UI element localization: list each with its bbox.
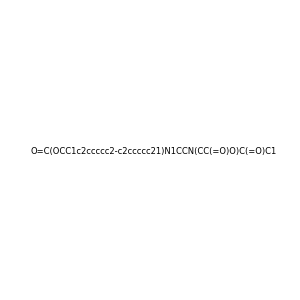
Text: O=C(OCC1c2ccccc2-c2ccccc21)N1CCN(CC(=O)O)C(=O)C1: O=C(OCC1c2ccccc2-c2ccccc21)N1CCN(CC(=O)O…	[31, 147, 277, 156]
